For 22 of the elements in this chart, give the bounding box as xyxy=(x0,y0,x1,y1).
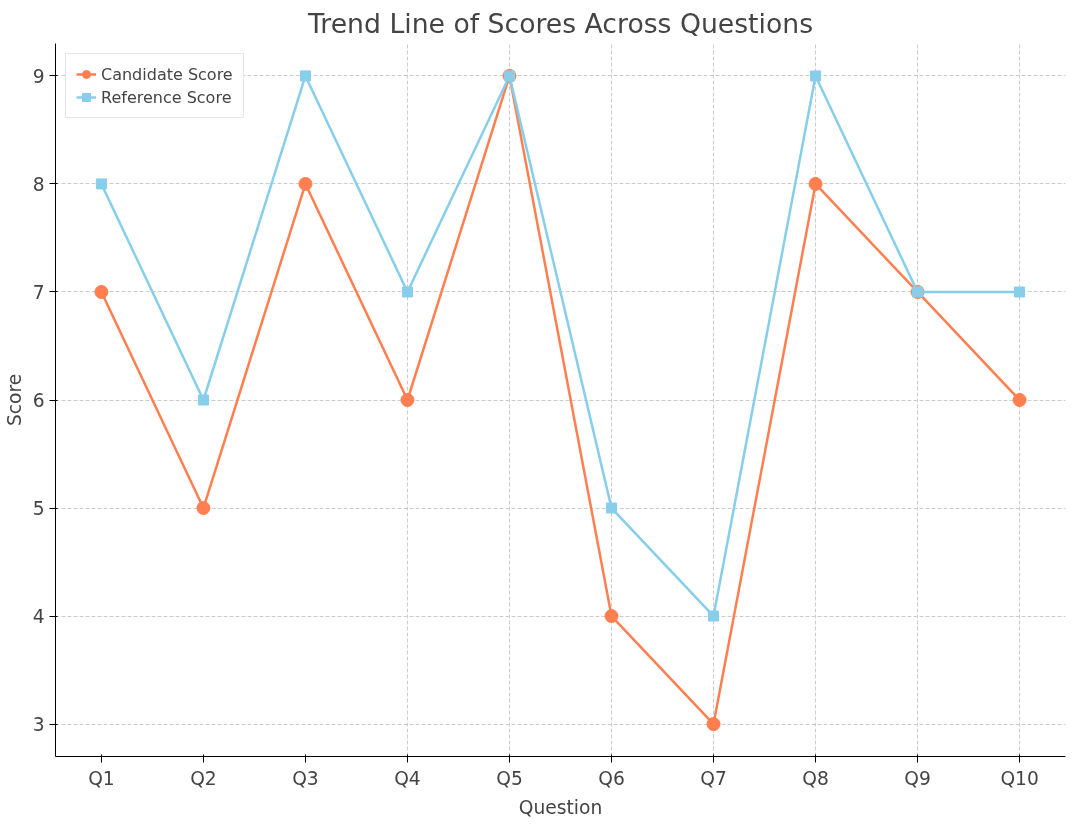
x-tick-label: Q4 xyxy=(394,767,421,789)
legend-label: Candidate Score xyxy=(101,64,233,84)
y-tick-label: 7 xyxy=(32,281,45,303)
legend-label: Reference Score xyxy=(101,87,232,107)
y-tick-label: 4 xyxy=(32,606,45,628)
chart-title: Trend Line of Scores Across Questions xyxy=(306,7,814,39)
x-tick-label: Q10 xyxy=(1000,767,1039,789)
y-tick-label: 5 xyxy=(32,498,45,520)
x-axis-title: Question xyxy=(518,796,603,818)
x-tick-label: Q3 xyxy=(292,767,319,789)
y-axis-title: Score xyxy=(3,373,25,427)
x-tick-label: Q2 xyxy=(190,767,217,789)
y-tick-label: 6 xyxy=(32,390,45,411)
x-tick-label: Q6 xyxy=(598,767,625,789)
x-tick-label: Q5 xyxy=(496,767,523,789)
x-tick-label: Q8 xyxy=(802,767,829,789)
y-tick-label: 3 xyxy=(32,714,45,736)
x-tick-label: Q7 xyxy=(700,767,727,789)
x-tick-label: Q1 xyxy=(88,767,115,789)
x-tick-label: Q9 xyxy=(904,767,931,789)
y-tick-label: 8 xyxy=(32,173,45,195)
y-tick-label: 9 xyxy=(32,65,45,87)
